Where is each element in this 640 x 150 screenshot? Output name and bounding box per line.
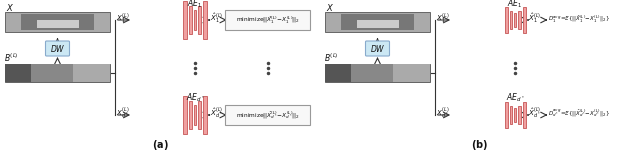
Text: $X_1^{(L)}$: $X_1^{(L)}$ <box>116 11 130 26</box>
FancyBboxPatch shape <box>225 105 310 125</box>
Bar <box>204 1 207 39</box>
Bar <box>198 101 201 129</box>
Bar <box>183 96 187 134</box>
Bar <box>509 106 512 124</box>
Text: $AE_1$: $AE_1$ <box>188 0 203 9</box>
Bar <box>522 7 525 33</box>
Text: $X$: $X$ <box>6 2 14 13</box>
Bar <box>518 11 520 29</box>
FancyBboxPatch shape <box>225 10 310 30</box>
Text: $DW$: $DW$ <box>50 43 65 54</box>
Bar <box>504 102 508 128</box>
Bar <box>194 105 196 125</box>
Bar <box>340 14 414 30</box>
Text: $\hat{X}_{d^*}^{(L)}$: $\hat{X}_{d^*}^{(L)}$ <box>529 106 542 121</box>
Bar <box>514 108 516 122</box>
Bar <box>514 13 516 27</box>
Bar <box>20 14 94 30</box>
Bar <box>36 20 79 28</box>
Text: $B^{(L)}$: $B^{(L)}$ <box>4 52 19 64</box>
Bar <box>518 106 520 124</box>
Text: $X_{d^*}^{(L)}$: $X_{d^*}^{(L)}$ <box>436 106 450 121</box>
Bar <box>351 64 393 82</box>
Bar <box>198 6 201 34</box>
Text: $B^{(L)}$: $B^{(L)}$ <box>324 52 339 64</box>
Text: minimize$||\hat{X}_1^{(L)}\!-\!X_1^{(L)}||_2$: minimize$||\hat{X}_1^{(L)}\!-\!X_1^{(L)}… <box>236 15 300 25</box>
Bar <box>204 96 207 134</box>
Bar <box>5 64 110 82</box>
Text: $\hat{X}_{d^*}^{(L)}$: $\hat{X}_{d^*}^{(L)}$ <box>210 106 223 121</box>
Text: $DW$: $DW$ <box>370 43 385 54</box>
Text: $\bf{(a)}$: $\bf{(a)}$ <box>152 138 168 150</box>
Bar <box>189 101 192 129</box>
Bar <box>504 7 508 33</box>
Bar <box>522 102 525 128</box>
Bar <box>5 12 110 32</box>
Bar <box>325 12 430 32</box>
Bar <box>183 1 187 39</box>
Bar <box>5 64 31 82</box>
Text: $AE_1$: $AE_1$ <box>508 0 523 9</box>
FancyBboxPatch shape <box>45 41 70 56</box>
Text: $X$: $X$ <box>326 2 334 13</box>
Text: $\bf{(b)}$: $\bf{(b)}$ <box>472 138 488 150</box>
Bar <box>393 64 430 82</box>
Bar <box>356 20 399 28</box>
Bar <box>325 64 351 82</box>
Text: $X_{d^*}^{(L)}$: $X_{d^*}^{(L)}$ <box>116 106 130 121</box>
Text: $AE_{d^*}$: $AE_{d^*}$ <box>186 92 204 105</box>
Text: $\hat{X}_1^{(L)}$: $\hat{X}_1^{(L)}$ <box>210 11 223 26</box>
Bar <box>194 10 196 30</box>
Bar <box>31 64 73 82</box>
Text: $AE_{d^*}$: $AE_{d^*}$ <box>506 92 524 105</box>
Bar <box>189 6 192 34</box>
Text: $X_1^{(L)}$: $X_1^{(L)}$ <box>436 11 450 26</box>
Text: minimize$||\hat{X}_{d^*}^{(L)}\!-\!X_{d^*}^{(L)}||_2$: minimize$||\hat{X}_{d^*}^{(L)}\!-\!X_{d^… <box>236 109 300 121</box>
FancyBboxPatch shape <box>365 41 390 56</box>
Bar <box>325 64 430 82</box>
Bar <box>509 11 512 29</box>
Text: $D_1^{avg}\!=\!\mathbb{E}\{||\hat{X}_1^{(L)}\!-\!X_1^{(L)}||_2\}$: $D_1^{avg}\!=\!\mathbb{E}\{||\hat{X}_1^{… <box>548 13 611 24</box>
Text: $\hat{X}_1^{(L)}$: $\hat{X}_1^{(L)}$ <box>529 11 542 26</box>
Bar <box>73 64 110 82</box>
Text: $D_{d^*}^{avg}\!=\!\mathbb{E}\{||\hat{X}_{d^*}^{(L)}\!-\!X_{d^*}^{(L)}||_2\}$: $D_{d^*}^{avg}\!=\!\mathbb{E}\{||\hat{X}… <box>548 108 611 119</box>
